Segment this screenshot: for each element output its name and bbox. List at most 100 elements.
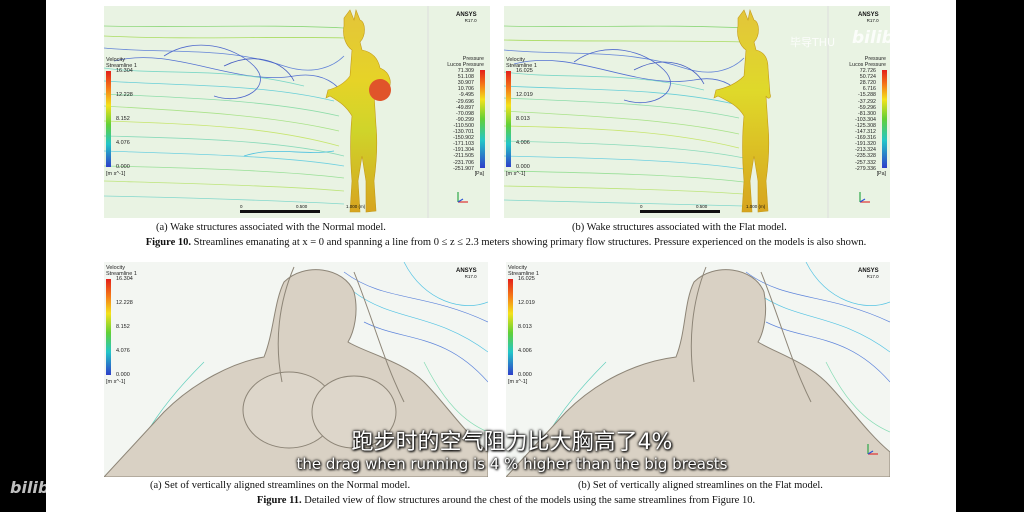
scale-label: 0	[640, 204, 643, 209]
velocity-legend-bottom-left: Velocity Streamline 1 16.304 12.228 8.15…	[106, 265, 137, 385]
velocity-title: Velocity	[106, 57, 125, 63]
figure-11-label: Figure 11.	[256, 495, 302, 506]
paper-page: Velocity Streamline 1 16.304 12.228 8.15…	[46, 0, 956, 512]
figure-10-caption: Figure 10. Streamlines emanating at x = …	[86, 236, 926, 249]
velocity-title: Velocity	[506, 57, 525, 63]
pressure-title: Pressure	[462, 56, 484, 62]
ansys-logo-top-left: ANSYS R17.0	[456, 12, 477, 24]
velocity-tick: 16.304	[116, 276, 133, 282]
streamlines-normal	[104, 6, 429, 218]
velocity-title: Velocity	[106, 265, 125, 271]
panel-top-right	[504, 6, 890, 218]
pressure-tick: -171.103	[453, 141, 474, 148]
pressure-tick: -9.495	[458, 92, 474, 99]
panel-bottom-left	[104, 262, 488, 477]
bilibili-logo-icon: bilibili	[852, 28, 912, 48]
velocity-legend-bottom-right: Velocity Streamline 1 16.025 12.019 8.01…	[508, 265, 539, 385]
velocity-tick: 12.019	[518, 300, 535, 306]
caption-bottom-left: (a) Set of vertically aligned streamline…	[150, 480, 411, 491]
pressure-tick: 50.724	[859, 74, 876, 81]
pressure-subtitle: Lucos Pressure	[849, 62, 886, 68]
velocity-unit: [m s^-1]	[508, 379, 528, 385]
velocity-tick: 4.006	[516, 140, 530, 146]
pressure-tick: -37.292	[858, 98, 876, 105]
pressure-tick: -15.288	[858, 92, 876, 99]
pressure-tick: -90.299	[456, 116, 474, 123]
uploader-watermark: 毕导THU	[790, 36, 836, 49]
model-flat	[713, 8, 771, 213]
pressure-colorbar	[480, 70, 485, 168]
velocity-tick: 16.025	[516, 68, 533, 74]
velocity-tick: 16.304	[116, 68, 133, 74]
velocity-unit: [m s^-1]	[506, 171, 526, 177]
ansys-version: R17.0	[464, 274, 477, 279]
ansys-logo-bottom-right: ANSYS R17.0	[858, 268, 879, 280]
velocity-colorbar	[508, 279, 513, 375]
figure-10-text: Streamlines emanating at x = 0 and spann…	[191, 237, 867, 248]
chest-view-flat	[506, 262, 890, 477]
pressure-tick: -191.320	[855, 141, 876, 148]
pressure-legend-top-right: Pressure Lucos Pressure 72.726 50.724 28.7…	[832, 56, 892, 181]
axis-triad-icon	[864, 442, 882, 458]
caption-top-left: (a) Wake structures associated with the …	[156, 222, 386, 233]
pressure-tick: -59.296	[858, 104, 876, 111]
streamlines-flat	[504, 6, 829, 218]
subtitle-english: the drag when running is 4 % higher than…	[296, 455, 728, 473]
velocity-tick: 8.013	[518, 324, 532, 330]
pressure-tick: -29.696	[456, 98, 474, 105]
axis-triad-icon	[454, 190, 472, 206]
axis-triad-icon	[856, 190, 874, 206]
pressure-tick: -169.316	[855, 135, 876, 142]
pressure-tick: -49.897	[456, 104, 474, 111]
pressure-tick: -257.332	[855, 159, 876, 166]
ansys-version: R17.0	[464, 18, 477, 23]
pressure-tick: -103.304	[855, 116, 876, 123]
pressure-legend-top-left: Pressure Lucos Pressure 71.309 51.108 30.9…	[430, 56, 490, 181]
bilibili-corner-logo-icon: bilibili	[10, 478, 66, 497]
ansys-label: ANSYS	[456, 268, 477, 274]
ansys-version: R17.0	[866, 18, 879, 23]
caption-bottom-right: (b) Set of vertically aligned streamline…	[578, 480, 823, 491]
velocity-tick: 4.006	[518, 348, 532, 354]
model-normal	[325, 8, 391, 213]
pressure-subtitle: Lucos Pressure	[447, 62, 484, 68]
subtitle-chinese: 跑步时的空气阻力比大胸高了4%	[351, 430, 673, 455]
scale-label: 1.000 (m)	[746, 204, 766, 209]
velocity-colorbar	[106, 71, 111, 167]
ansys-label: ANSYS	[456, 12, 477, 18]
velocity-tick: 12.228	[116, 300, 133, 306]
velocity-colorbar	[106, 279, 111, 375]
pressure-tick: -81.300	[858, 110, 876, 117]
pressure-tick: 28.720	[859, 80, 876, 87]
velocity-tick: 0.000	[116, 372, 130, 378]
pressure-tick: 6.716	[862, 86, 876, 93]
chest-view-normal	[104, 262, 488, 477]
figure-10-label: Figure 10.	[145, 237, 191, 248]
ansys-label: ANSYS	[858, 268, 879, 274]
pressure-tick: -211.505	[453, 153, 474, 160]
pressure-tick: 10.706	[457, 86, 474, 93]
pressure-tick: 71.309	[457, 68, 474, 74]
velocity-tick: 12.228	[116, 92, 133, 98]
velocity-tick: 8.013	[516, 116, 530, 122]
velocity-legend-top-left: Velocity Streamline 1 16.304 12.228 8.15…	[106, 57, 137, 177]
scale-label: 0.500	[696, 204, 708, 209]
velocity-subtitle: Streamline 1	[506, 63, 537, 69]
figure-11-text: Detailed view of flow structures around …	[301, 495, 756, 506]
velocity-title: Velocity	[508, 265, 527, 271]
pressure-tick: -70.098	[456, 110, 474, 117]
panel-bottom-right	[506, 262, 890, 477]
figure-11-caption: Figure 11. Detailed view of flow structu…	[86, 494, 926, 507]
velocity-tick: 12.019	[516, 92, 533, 98]
velocity-tick: 0.000	[516, 164, 530, 170]
velocity-legend-top-right: Velocity Streamline 1 16.025 12.019 8.01…	[506, 57, 537, 177]
panel-top-left	[104, 6, 490, 218]
pressure-tick: -231.706	[453, 159, 474, 166]
velocity-tick: 8.152	[116, 116, 130, 122]
pressure-tick: -147.312	[855, 129, 876, 135]
pressure-tick: -213.324	[855, 147, 876, 154]
caption-top-right: (b) Wake structures associated with the …	[572, 222, 787, 233]
velocity-unit: [m s^-1]	[106, 171, 126, 177]
velocity-tick: 8.152	[116, 324, 130, 330]
ansys-label: ANSYS	[858, 12, 879, 18]
